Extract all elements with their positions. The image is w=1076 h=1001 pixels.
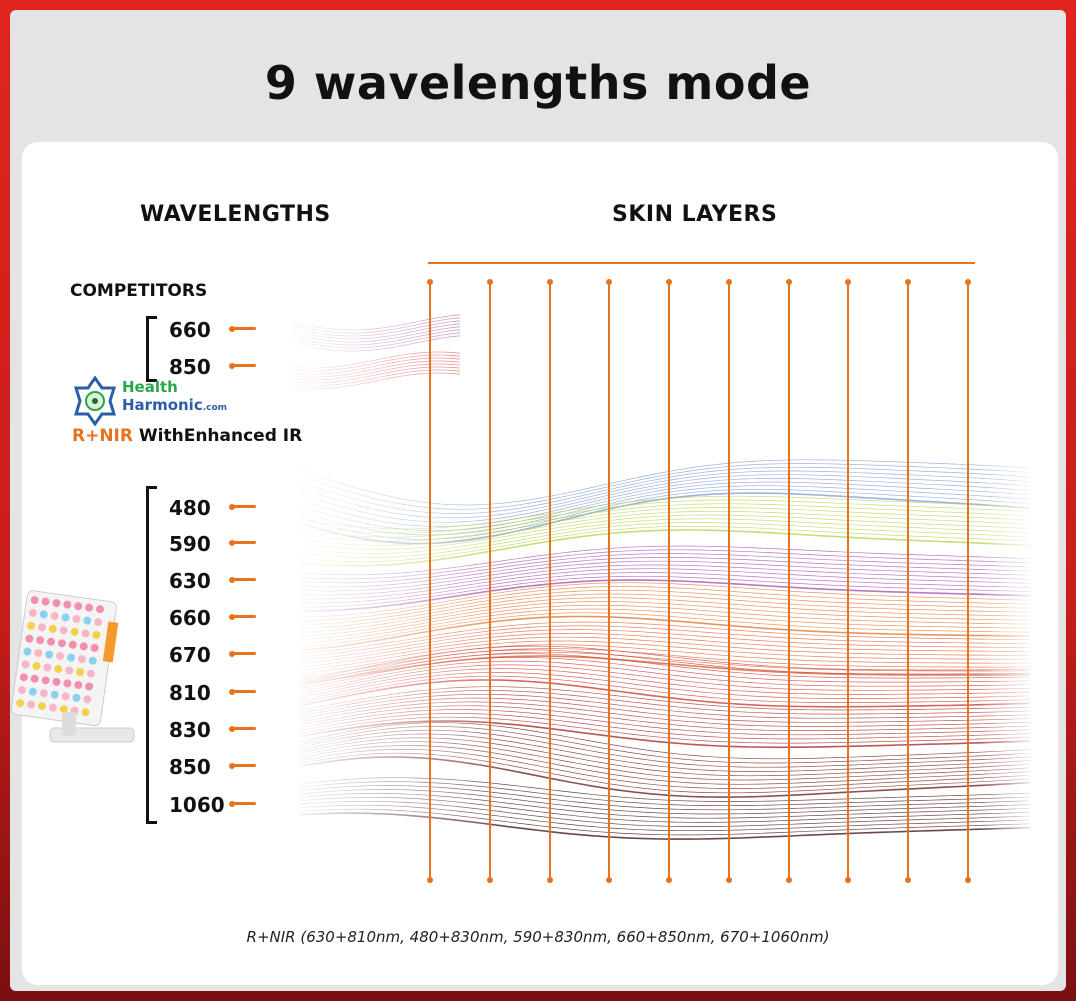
- product-wavelength: 670: [169, 643, 211, 667]
- competitor-wavelength: 660: [169, 318, 211, 342]
- layer-dot: [487, 877, 493, 883]
- wavelength-marker: [229, 650, 256, 657]
- wavelength-marker: [229, 503, 256, 510]
- layer-dot: [547, 279, 553, 285]
- layer-dot: [427, 877, 433, 883]
- wavelength-marker: [229, 688, 256, 695]
- tagline-rest: WithEnhanced IR: [132, 426, 303, 446]
- brand-logo: Health Harmonic.com: [72, 376, 232, 426]
- product-wavelength: 1060: [169, 793, 225, 817]
- wavelength-marker: [229, 800, 256, 807]
- competitor-wavelength: 850: [169, 355, 211, 379]
- product-wavelength: 630: [169, 569, 211, 593]
- layer-dot: [905, 279, 911, 285]
- competitors-bracket: [146, 316, 157, 382]
- product-wavelength: 810: [169, 681, 211, 705]
- competitors-label: COMPETITORS: [70, 281, 208, 301]
- layer-dot: [547, 877, 553, 883]
- wavelength-marker: [229, 762, 256, 769]
- layer-dot: [845, 877, 851, 883]
- layer-dot: [666, 279, 672, 285]
- wavelength-marker: [229, 539, 256, 546]
- wavelengths-header: WAVELENGTHS: [140, 202, 331, 227]
- product-wavelength: 590: [169, 532, 211, 556]
- product-wavelength: 850: [169, 755, 211, 779]
- fade-overlay: [280, 280, 1040, 860]
- layer-dot: [786, 877, 792, 883]
- footnote: R+NIR (630+810nm, 480+830nm, 590+830nm, …: [246, 928, 830, 946]
- mandala-logo-icon: [73, 376, 117, 426]
- layer-dot: [786, 279, 792, 285]
- layer-dot: [427, 279, 433, 285]
- logo-text-suffix: .com: [202, 403, 228, 413]
- layer-dot: [606, 279, 612, 285]
- layer-dot: [965, 877, 971, 883]
- logo-text-harmonic-main: Harmonic: [122, 396, 203, 414]
- layer-dot: [905, 877, 911, 883]
- logo-text-harmonic: Harmonic.com: [122, 396, 227, 414]
- product-wavelength: 660: [169, 606, 211, 630]
- layer-dot: [666, 877, 672, 883]
- layer-dot: [726, 877, 732, 883]
- product-wavelength: 480: [169, 496, 211, 520]
- tagline-highlight: R+NIR: [72, 426, 133, 446]
- product-wavelength: 830: [169, 718, 211, 742]
- layer-dot: [606, 877, 612, 883]
- layer-dot: [845, 279, 851, 285]
- wavelength-marker: [229, 613, 256, 620]
- logo-text-health: Health: [122, 378, 178, 396]
- product-bracket: [146, 486, 157, 824]
- skin-layers-header: SKIN LAYERS: [612, 202, 778, 227]
- competitor-marker: [229, 362, 256, 369]
- wavelength-marker: [229, 725, 256, 732]
- competitor-marker: [229, 325, 256, 332]
- page-title: 9 wavelengths mode: [264, 56, 812, 110]
- layer-dot: [487, 279, 493, 285]
- tagline: R+NIR WithEnhanced IR: [72, 426, 302, 446]
- layer-dot: [726, 279, 732, 285]
- layer-dot: [965, 279, 971, 285]
- wavelength-marker: [229, 576, 256, 583]
